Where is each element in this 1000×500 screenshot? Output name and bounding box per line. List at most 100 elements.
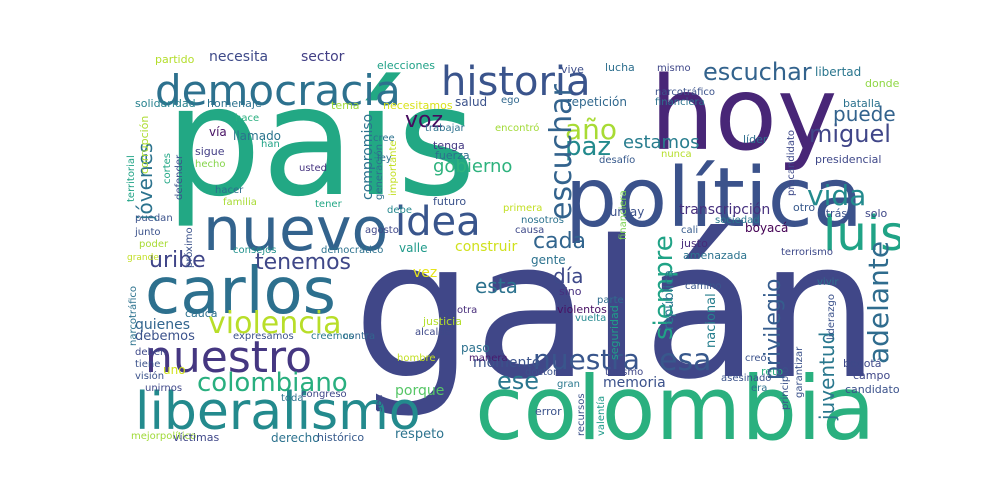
word-tema: tema	[331, 99, 360, 112]
word-justicia: justicia	[423, 315, 462, 328]
word-republica: república	[662, 269, 677, 330]
word-mismo: mismo	[657, 63, 691, 74]
word-necesitamos: necesitamos	[383, 99, 453, 112]
word-error: error	[535, 405, 562, 418]
word-democracia: democracia	[155, 66, 401, 115]
word-era: era	[751, 383, 768, 394]
word-construir: construir	[455, 239, 518, 255]
word-vivir: vivir	[817, 277, 839, 288]
word-hace: hace	[235, 113, 260, 124]
word-consejos: consejos	[233, 245, 277, 256]
word-porque: porque	[395, 383, 445, 399]
word-cada: cada	[533, 229, 587, 254]
word-pais: país	[165, 53, 477, 230]
word-vive: vive	[561, 63, 584, 76]
word-estado: escuchar	[703, 58, 812, 86]
word-desafio: desafío	[599, 155, 636, 166]
word-garantizar: garantizar	[794, 346, 805, 398]
word-tenemos: tenemos	[255, 250, 351, 275]
word-tiene: tiene	[135, 359, 161, 370]
word-futuro: futuro	[433, 195, 467, 208]
word-ano: año	[565, 113, 618, 146]
word-turismo: turismo	[605, 367, 644, 378]
word-puede: puede	[833, 102, 896, 126]
word-esa: esa	[659, 343, 712, 378]
word-estamos: estamos	[623, 132, 700, 153]
word-derecho: derecho	[271, 431, 320, 445]
word-turbay: turbay	[605, 205, 645, 219]
word-otra: otra	[457, 305, 478, 316]
word-compromiso: compromiso	[360, 113, 376, 200]
word-violencia: violencia	[208, 306, 342, 341]
word-usted: usted	[299, 163, 327, 174]
word-vision: visión	[135, 371, 165, 382]
word-luis: luis	[823, 206, 900, 262]
word-causa: causa	[515, 225, 545, 236]
word-campo: campo	[853, 369, 891, 382]
word-reto: reto	[761, 365, 784, 378]
word-momento: momento	[473, 355, 541, 371]
word-encontro: encontró	[495, 123, 540, 134]
word-elecciones: elecciones	[377, 59, 435, 72]
word-vuelta: vuelta	[575, 313, 607, 324]
word-juventud: juventud	[815, 331, 839, 420]
word-transcripcion: transcripción	[679, 202, 771, 218]
word-ley: ley	[377, 153, 392, 164]
word-esta: esta	[475, 274, 518, 298]
word-buena: financiera	[655, 97, 705, 108]
word-puedan: puedan	[135, 213, 173, 224]
word-debemos: debemos	[135, 329, 195, 344]
word-llamado: llamado	[233, 129, 282, 143]
word-sociedad: sociedad	[715, 215, 760, 226]
word-seguridad: seguridad	[608, 305, 621, 360]
word-privilegio: privilegio	[761, 278, 786, 380]
word-junto: junto	[135, 227, 161, 238]
word-cortes: cortes	[162, 152, 173, 184]
word-gente: gente	[531, 253, 566, 267]
word-repeticion: repetición	[567, 95, 627, 109]
word-quienes: quienes	[135, 317, 191, 333]
word-precandidato: precandidato	[786, 130, 797, 196]
word-defender: defender	[174, 154, 185, 200]
word-contra: contra	[343, 331, 376, 342]
word-vida: vida	[807, 179, 867, 212]
word-boyaca: boyacá	[745, 221, 789, 235]
word-libertad: libertad	[815, 65, 862, 79]
word-creo: creo	[745, 353, 767, 364]
word-vez: vez	[413, 265, 438, 281]
word-nacional: nacional	[704, 293, 719, 348]
word-homenaje: homenaje	[207, 97, 262, 110]
word-trabajar: trabajar	[425, 123, 465, 134]
word-sea: sea	[374, 394, 385, 413]
word-alcalde: alcalde	[415, 327, 451, 338]
word-colombia: colombia	[475, 357, 876, 451]
word-cree: cree	[373, 133, 395, 144]
word-uno: uno	[163, 363, 186, 377]
word-paso: paso	[461, 341, 490, 355]
word-generacion: generación	[374, 144, 385, 200]
word-ese: ese	[497, 367, 540, 395]
word-uribe: uribe	[149, 248, 206, 273]
word-historico: histórico	[317, 431, 365, 444]
word-violentos: violentos	[557, 303, 607, 316]
word-amenazada: amenazada	[683, 249, 748, 262]
word-agosto: agosto	[365, 225, 399, 236]
word-victimas: próximo	[184, 227, 195, 268]
word-salud: salud	[455, 95, 488, 109]
word-ego: ego	[501, 95, 520, 106]
word-bogota: bogotá	[843, 357, 882, 370]
word-carlos: carlos	[145, 255, 336, 329]
word-valle: valle	[399, 241, 428, 255]
word-lider: líder	[743, 133, 768, 146]
word-han: han	[261, 139, 280, 150]
word-unirnos: unirnos	[145, 383, 183, 394]
word-sino: sino	[559, 285, 582, 298]
word-dia: día	[553, 264, 584, 288]
word-presidencial: presidencial	[815, 153, 882, 166]
word-asesinado: asesinado	[721, 373, 772, 384]
word-gran: gran	[557, 379, 580, 390]
word-atras: atrás	[819, 207, 848, 220]
word-cauca: cauca	[185, 307, 218, 320]
word-financiera: financiera	[618, 190, 629, 240]
word-necesita: necesita	[209, 50, 269, 65]
